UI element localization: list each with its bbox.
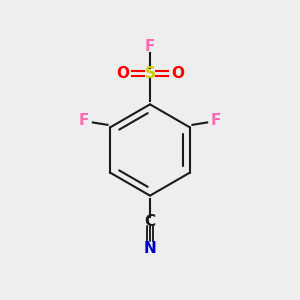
Text: F: F <box>211 113 221 128</box>
Text: F: F <box>79 113 89 128</box>
Text: N: N <box>144 241 156 256</box>
Text: S: S <box>145 66 155 81</box>
Text: C: C <box>144 214 156 229</box>
Text: F: F <box>145 39 155 54</box>
Text: O: O <box>116 66 129 81</box>
Text: O: O <box>171 66 184 81</box>
